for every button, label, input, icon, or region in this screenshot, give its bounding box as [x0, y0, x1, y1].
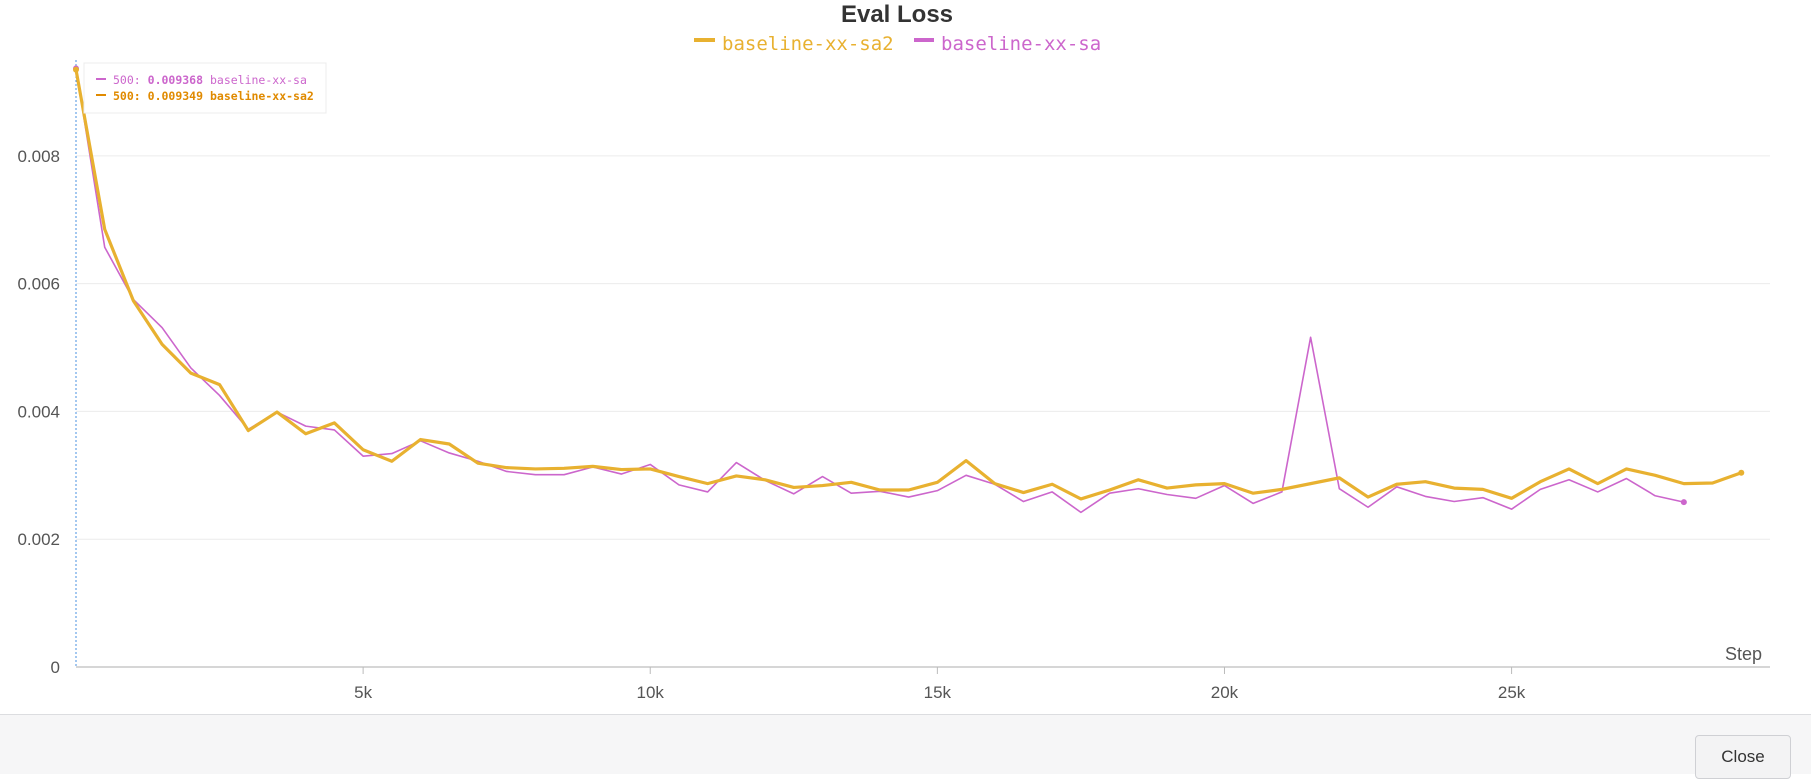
- axes: 0 0.002 0.004 0.006 0.008 5k 10k 15k 20k 25k: [17, 60, 1770, 702]
- dialog-footer: Close: [0, 714, 1811, 779]
- chart: Eval Loss baseline-xx-sa2 baseline-xx-sa…: [17, 1, 1770, 702]
- tooltip-row: 500: 0.009368 baseline-xx-sa: [113, 73, 307, 87]
- plot-area[interactable]: [73, 65, 1745, 514]
- tooltip-value: 0.009368: [148, 73, 203, 87]
- tooltip-row: 500: 0.009349 baseline-xx-sa2: [113, 89, 314, 103]
- y-tick-label: 0.008: [17, 147, 60, 166]
- tooltip-series-name: baseline-xx-sa2: [210, 89, 314, 103]
- tooltip-series-name: baseline-xx-sa: [210, 73, 307, 87]
- x-tick-label: 15k: [924, 683, 952, 702]
- tooltip-value: 0.009349: [148, 89, 203, 103]
- tooltip-step: 500:: [113, 73, 141, 87]
- x-axis-label: Step: [1725, 644, 1762, 664]
- x-tick-label: 10k: [637, 683, 665, 702]
- x-tick-label: 5k: [354, 683, 372, 702]
- legend: baseline-xx-sa2 baseline-xx-sa: [694, 33, 1101, 55]
- series-line-baseline-xx-sa2: [74, 69, 1742, 501]
- legend-label: baseline-xx-sa: [941, 33, 1101, 55]
- tooltip-box: [83, 62, 327, 114]
- x-tick-label: 25k: [1498, 683, 1526, 702]
- chart-title: Eval Loss: [841, 1, 953, 28]
- y-tick-label: 0.006: [17, 275, 60, 294]
- legend-item-1[interactable]: baseline-xx-sa: [914, 33, 1101, 55]
- gridlines: [76, 155, 1770, 540]
- y-tick-label: 0.004: [17, 402, 60, 421]
- y-tick-label: 0: [51, 658, 60, 677]
- series-line-baseline-xx-sa: [75, 68, 1685, 514]
- series-end-point: [1680, 499, 1687, 506]
- legend-item-0[interactable]: baseline-xx-sa2: [694, 33, 894, 55]
- series-start-point: [73, 66, 79, 73]
- tooltip-step: 500:: [113, 89, 141, 103]
- series-end-point: [1738, 469, 1745, 476]
- y-tick-label: 0.002: [17, 530, 60, 549]
- close-button[interactable]: Close: [1695, 735, 1791, 779]
- x-tick-label: 20k: [1211, 683, 1239, 702]
- tooltip: 500: 0.009368 baseline-xx-sa 500: 0.0093…: [83, 62, 327, 114]
- legend-label: baseline-xx-sa2: [722, 33, 894, 55]
